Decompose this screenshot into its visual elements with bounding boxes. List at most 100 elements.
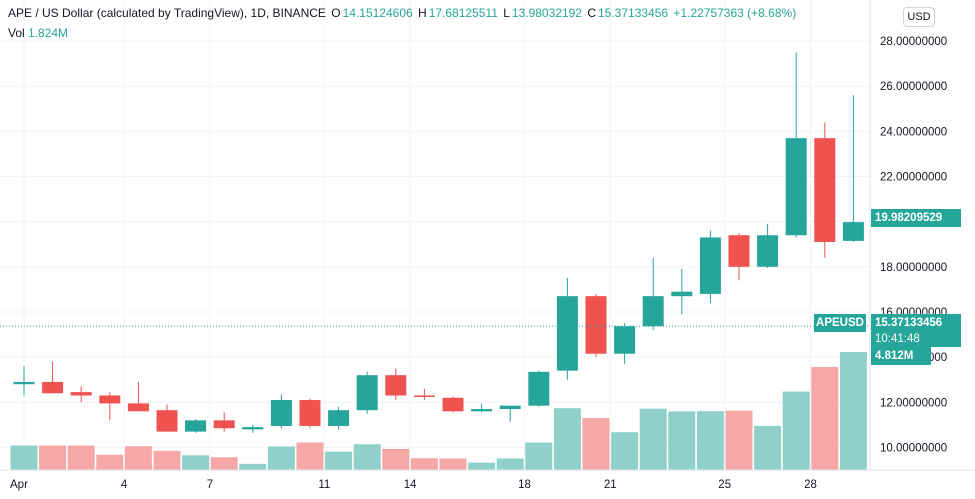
high-label: H	[418, 6, 427, 20]
volume-bar	[639, 408, 667, 470]
low-label: L	[503, 6, 510, 20]
price-tick-label: 24.00000000	[880, 126, 947, 138]
volume-bar	[182, 455, 210, 470]
currency-button[interactable]: USD	[903, 7, 935, 27]
countdown-tag: 10:41:48	[871, 331, 961, 347]
low-value: 13.98032192	[511, 6, 582, 20]
time-tick-label: 4	[121, 479, 128, 491]
time-tick-label: 18	[518, 479, 531, 491]
volume-bar	[153, 450, 181, 470]
volume-bar	[468, 462, 496, 470]
price-axis-background	[870, 0, 975, 499]
grid	[0, 0, 870, 470]
candle-body	[413, 395, 435, 397]
candle-body	[127, 403, 149, 412]
volume-bar	[67, 445, 95, 470]
volume-legend: Vol 1.824M	[8, 26, 68, 40]
crosshair-price-tag: 15.37133456	[871, 314, 961, 332]
candle-body	[671, 291, 693, 297]
symbol-title[interactable]: APE / US Dollar (calculated by TradingVi…	[8, 6, 326, 20]
candle-body	[471, 409, 493, 412]
price-tick-label: 26.00000000	[880, 81, 947, 93]
candle-body	[156, 410, 178, 432]
candle-body	[585, 296, 607, 354]
candles	[13, 52, 864, 433]
candle-body	[328, 410, 350, 426]
volume-bar	[525, 442, 553, 470]
volume-bar	[210, 457, 238, 470]
volume-value: 1.824M	[28, 26, 69, 40]
price-tick-label: 12.00000000	[880, 397, 947, 409]
candle-body	[499, 405, 521, 410]
volume-bar	[582, 418, 610, 470]
price-tick-label: 10.00000000	[880, 442, 947, 454]
time-axis[interactable]: Apr 4 7 11 14 18 21 25 28	[0, 469, 975, 491]
volume-bar	[296, 442, 324, 470]
candle-body	[385, 375, 407, 396]
symbol-tag: APEUSD	[814, 314, 866, 332]
candle-body	[757, 235, 779, 267]
volume-bar	[382, 448, 410, 470]
time-tick-label: 28	[804, 479, 817, 491]
candle-body	[185, 420, 207, 432]
time-tick-label: 14	[404, 479, 417, 491]
high-value: 17.68125511	[428, 6, 498, 20]
candle-body	[99, 395, 121, 404]
volume-bar	[553, 408, 581, 470]
volume-bar	[782, 391, 810, 470]
price-tick-label: 18.00000000	[880, 262, 947, 274]
volume-tag: 4.812M	[871, 347, 931, 365]
price-axis[interactable]: 10.0000000012.0000000014.0000000016.0000…	[869, 0, 975, 499]
volume-bar	[10, 445, 38, 470]
time-tick-label: 11	[318, 479, 330, 491]
close-value: 15.37133456	[598, 6, 669, 20]
volume-bar	[439, 458, 467, 470]
volume-label: Vol	[8, 26, 25, 40]
candle-body	[842, 222, 864, 241]
close-label: C	[587, 6, 596, 20]
price-tick-label: 22.00000000	[880, 172, 947, 184]
volume-bar	[239, 463, 267, 470]
candle-body	[699, 237, 721, 294]
volume-bar	[96, 454, 124, 470]
candle-body	[13, 381, 35, 385]
candle-body	[785, 138, 807, 236]
volume-bar	[839, 352, 867, 470]
volume-bar	[410, 458, 438, 470]
candle-body	[728, 235, 750, 267]
candle-body	[42, 381, 64, 394]
volume-bar	[725, 410, 753, 470]
volume-bar	[754, 425, 782, 470]
volume-bar	[124, 446, 152, 470]
candle-body	[70, 392, 92, 396]
candle-body	[299, 400, 321, 426]
change-value: +1.22757363 (+8.68%)	[673, 6, 797, 20]
price-tick-label: 28.00000000	[880, 36, 947, 48]
legend-header: APE / US Dollar (calculated by TradingVi…	[8, 6, 798, 20]
volume-bar	[811, 367, 839, 470]
candle-body	[528, 371, 550, 406]
candle-body	[614, 326, 636, 354]
volume-bar	[696, 411, 724, 470]
volume-bar	[325, 451, 353, 470]
candle-body	[814, 138, 836, 242]
time-tick-label: 21	[604, 479, 617, 491]
volume-bars	[10, 352, 867, 470]
volume-bar	[668, 411, 696, 470]
volume-bar	[39, 445, 67, 470]
candle-body	[442, 397, 464, 412]
volume-bar	[353, 444, 381, 470]
open-value: 14.15124606	[342, 6, 413, 20]
time-tick-label: Apr	[10, 479, 28, 491]
volume-bar	[496, 458, 524, 470]
candle-body	[642, 296, 664, 327]
candle-body	[242, 427, 264, 430]
time-tick-label: 7	[207, 479, 213, 491]
open-label: O	[331, 6, 341, 20]
candle-body	[270, 400, 292, 426]
volume-bar	[267, 446, 295, 470]
candle-body	[556, 296, 578, 371]
candle-body	[213, 420, 235, 429]
last-price-tag: 19.98209529	[871, 209, 961, 227]
